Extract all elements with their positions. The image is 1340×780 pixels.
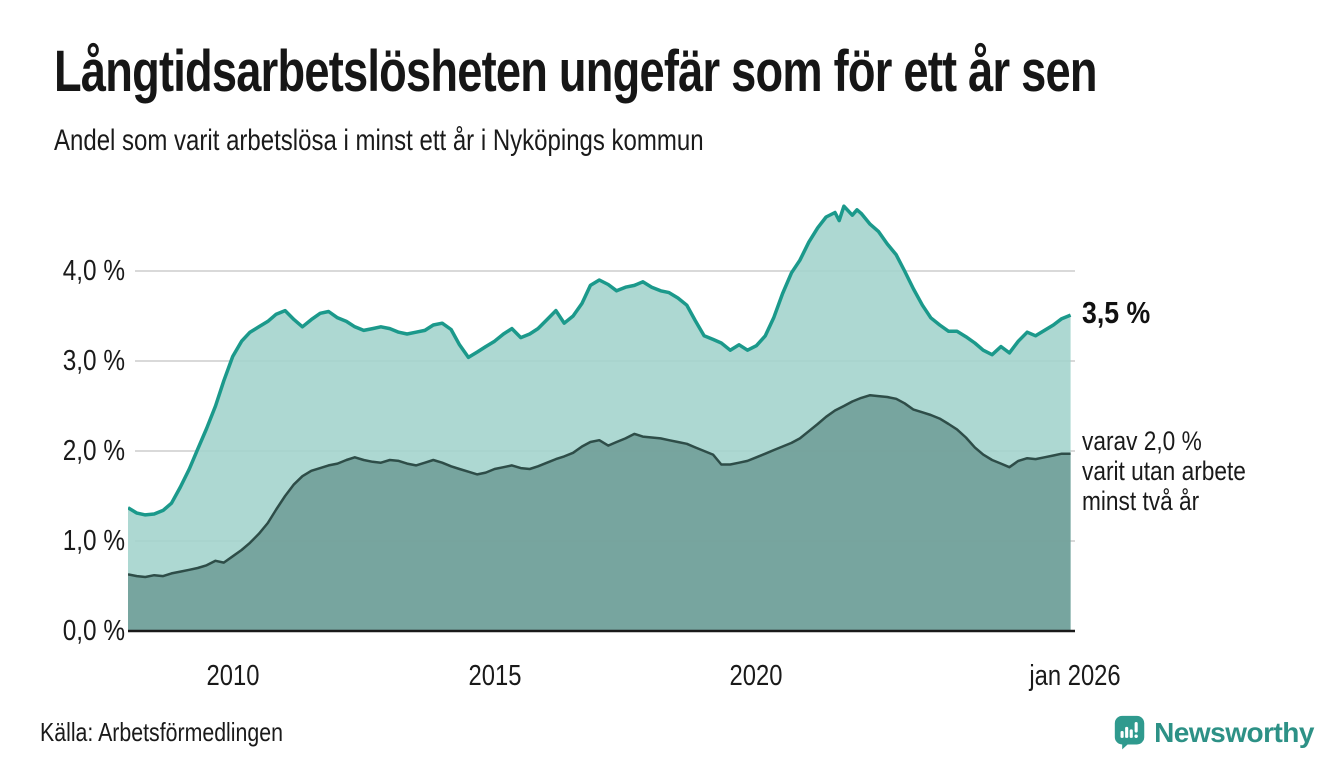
x-tick-label: 2015 — [468, 660, 522, 692]
y-tick-label: 3,0 % — [62, 345, 125, 377]
newsworthy-icon — [1114, 715, 1145, 750]
series2-end-label-line: varit utan arbete — [1082, 455, 1246, 486]
series2-end-label-line: varav 2,0 % — [1082, 425, 1202, 456]
y-tick-label: 0,0 % — [62, 615, 125, 647]
y-tick-label: 1,0 % — [62, 525, 125, 557]
newsworthy-wordmark: Newsworthy — [1154, 717, 1314, 748]
series2-end-value-label: varav 2,0 % varit utan arbete minst två år — [1082, 426, 1246, 516]
chart-title: Långtidsarbetslösheten ungefär som för e… — [54, 39, 1098, 104]
x-tick-label: 2010 — [206, 660, 260, 692]
line-series-1 — [128, 204, 1072, 517]
series1-end-value-label: 3,5 % — [1082, 295, 1151, 331]
newsworthy-logo[interactable]: Newsworthy — [1114, 710, 1314, 756]
x-tick-label: 2020 — [729, 660, 783, 692]
area-series-2 — [128, 395, 1071, 631]
chart-subtitle: Andel som varit arbetslösa i minst ett å… — [54, 124, 704, 157]
y-tick-label: 4,0 % — [62, 255, 125, 287]
area-chart-plot — [128, 204, 1075, 633]
source-text: Källa: Arbetsförmedlingen — [40, 717, 283, 747]
line-series-2 — [128, 393, 1071, 579]
x-tick-label: jan 2026 — [1029, 660, 1121, 692]
y-tick-label: 2,0 % — [62, 435, 125, 467]
series2-end-label-line: minst två år — [1082, 485, 1200, 516]
